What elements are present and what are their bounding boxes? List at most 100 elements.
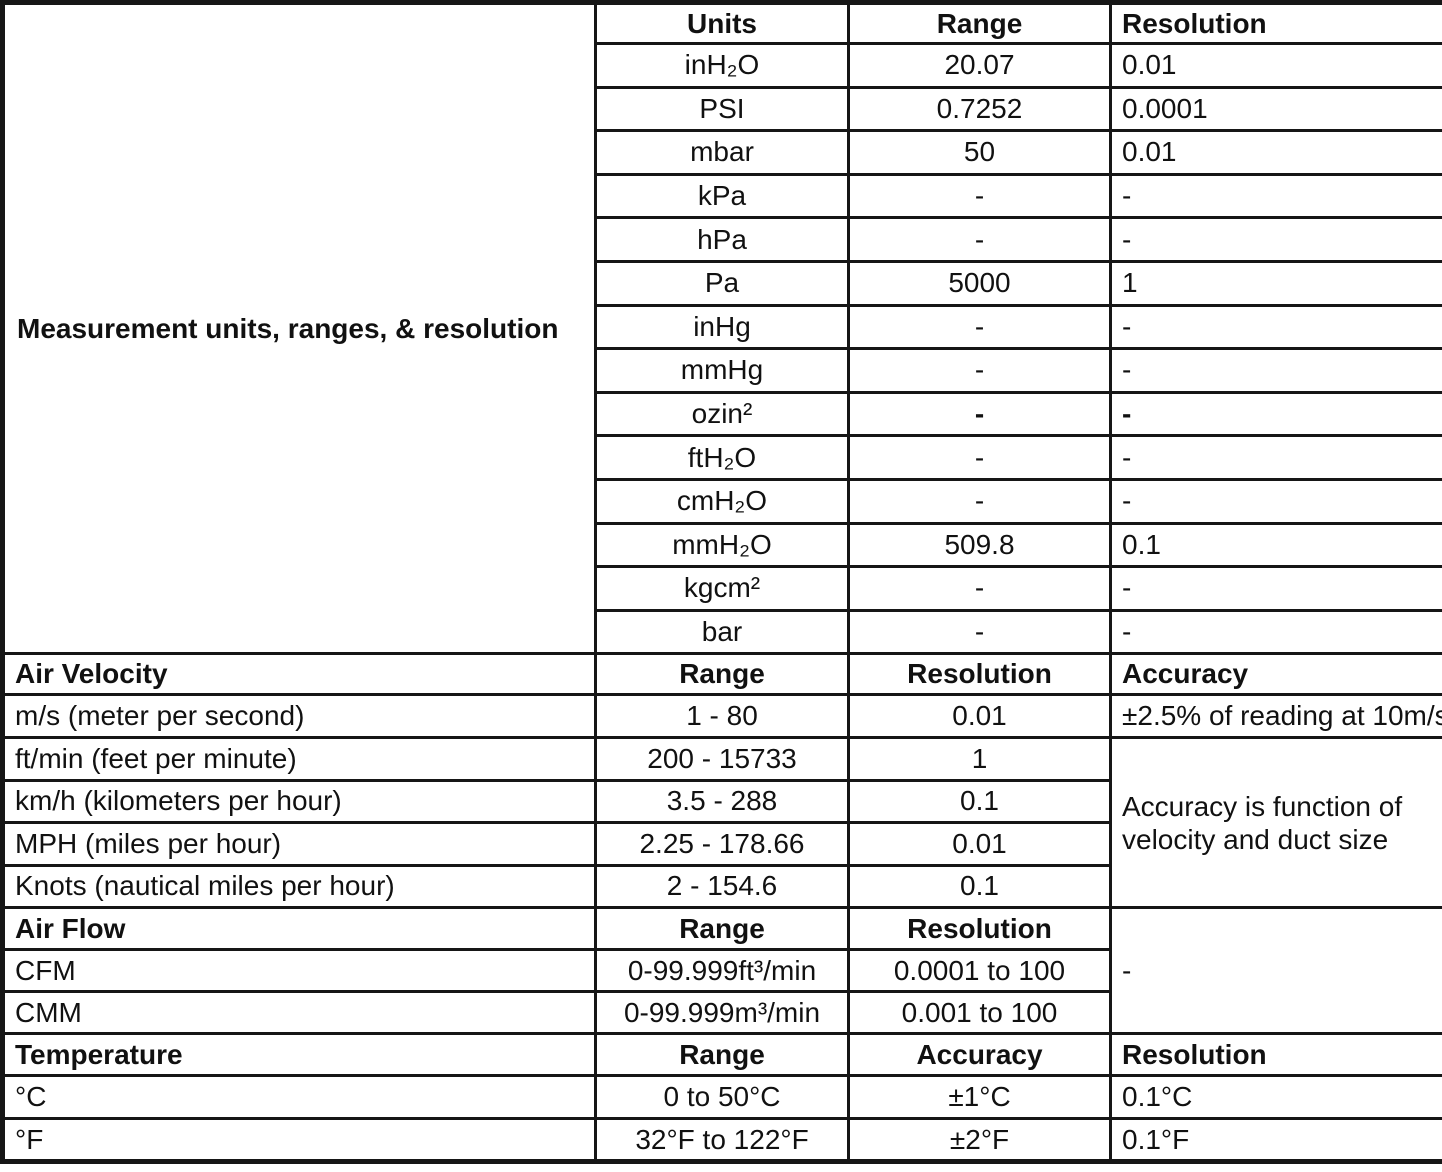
range-cell: 32°F to 122°F: [594, 1117, 850, 1164]
resolution-cell: -: [1109, 172, 1442, 220]
table-row: kPa - -: [3, 172, 1442, 220]
range-cell: 200 - 15733: [594, 735, 850, 782]
range-cell: -: [847, 172, 1112, 220]
table-row: CFM 0-99.999ft³/min 0.0001 to 100: [1, 948, 1442, 994]
unit-cell: PSI: [594, 85, 850, 133]
resolution-cell: -: [1109, 303, 1442, 351]
range-cell: 509.8: [847, 521, 1112, 569]
column-header-accuracy: Accuracy: [847, 1032, 1112, 1078]
accuracy-merged-cell: Accuracy is function of velocity and duc…: [1109, 735, 1442, 910]
table-row: °F 32°F to 122°F ±2°F 0.1°F: [1, 1117, 1442, 1164]
resolution-cell: 1: [1109, 259, 1442, 307]
velocity-unit-cell: km/h (kilometers per hour): [1, 778, 597, 825]
unit-cell: inH₂O: [594, 42, 850, 89]
range-cell: 0-99.999ft³/min: [594, 948, 850, 994]
air-velocity-section-label: Air Velocity: [1, 652, 597, 697]
air-flow-section-label: Air Flow: [1, 906, 597, 952]
velocity-unit-cell: ft/min (feet per minute): [1, 735, 597, 782]
unit-cell: Pa: [594, 259, 850, 307]
range-cell: 50: [847, 129, 1112, 176]
range-cell: -: [847, 608, 1112, 656]
range-cell: -: [847, 434, 1112, 481]
resolution-cell: 0.1°C: [1109, 1074, 1442, 1121]
range-cell: -: [847, 565, 1112, 612]
column-header-accuracy: Accuracy: [1109, 652, 1442, 697]
accuracy-cell: ±2°F: [847, 1117, 1112, 1164]
table-row: bar - -: [3, 608, 1442, 656]
range-cell: 0 to 50°C: [594, 1074, 850, 1121]
flow-unit-cell: CMM: [1, 990, 597, 1036]
unit-cell: kPa: [594, 172, 850, 220]
resolution-cell: 0.01: [847, 821, 1112, 867]
table-row: ozin² - -: [3, 390, 1442, 438]
range-cell: -: [847, 390, 1112, 438]
velocity-unit-cell: m/s (meter per second): [1, 693, 597, 739]
table-row: mbar 50 0.01: [3, 129, 1442, 176]
table-row: Knots (nautical miles per hour) 2 - 154.…: [1, 863, 1442, 910]
table-row: mmHg - -: [3, 347, 1442, 394]
resolution-cell: 0.0001: [1109, 85, 1442, 133]
range-cell: -: [847, 216, 1112, 263]
unit-cell: ftH₂O: [594, 434, 850, 481]
table-row: Air Velocity Range Resolution Accuracy: [1, 652, 1442, 697]
unit-cell: kgcm²: [594, 565, 850, 612]
range-cell: 0-99.999m³/min: [594, 990, 850, 1036]
resolution-cell: 1: [847, 735, 1112, 782]
table-row: °C 0 to 50°C ±1°C 0.1°C: [1, 1074, 1442, 1121]
resolution-cell: 0.1°F: [1109, 1117, 1442, 1164]
table-row: PSI 0.7252 0.0001: [3, 85, 1442, 133]
accuracy-cell: ±2.5% of reading at 10m/s: [1109, 693, 1442, 739]
range-cell: 1 - 80: [594, 693, 850, 739]
resolution-cell: -: [1109, 477, 1442, 525]
column-header-resolution: Resolution: [847, 906, 1112, 952]
unit-cell: cmH₂O: [594, 477, 850, 525]
resolution-cell: -: [1109, 216, 1442, 263]
resolution-cell: -: [1109, 608, 1442, 656]
resolution-cell: 0.1: [847, 863, 1112, 910]
table-row: km/h (kilometers per hour) 3.5 - 288 0.1: [1, 778, 1442, 825]
table-row: CMM 0-99.999m³/min 0.001 to 100: [1, 990, 1442, 1036]
range-cell: 2.25 - 178.66: [594, 821, 850, 867]
range-cell: -: [847, 303, 1112, 351]
unit-cell: mmH₂O: [594, 521, 850, 569]
range-cell: -: [847, 477, 1112, 525]
resolution-cell: -: [1109, 390, 1442, 438]
resolution-cell: 0.0001 to 100: [847, 948, 1112, 994]
table-row: ftH₂O - -: [3, 434, 1442, 481]
accuracy-cell: ±1°C: [847, 1074, 1112, 1121]
table-row: m/s (meter per second) 1 - 80 0.01 ±2.5%…: [1, 693, 1442, 739]
accuracy-merged-cell: -: [1109, 906, 1442, 1036]
resolution-cell: 0.01: [1109, 129, 1442, 176]
table-row: inHg - -: [3, 303, 1442, 351]
column-header-range: Range: [594, 652, 850, 697]
resolution-cell: 0.01: [1109, 42, 1442, 89]
temperature-section-label: Temperature: [1, 1032, 597, 1078]
measurement-section-label: Measurement units, ranges, & resolution: [1, 0, 597, 656]
resolution-cell: -: [1109, 565, 1442, 612]
velocity-unit-cell: Knots (nautical miles per hour): [1, 863, 597, 910]
resolution-cell: 0.001 to 100: [847, 990, 1112, 1036]
column-header-range: Range: [594, 1032, 850, 1078]
resolution-cell: -: [1109, 347, 1442, 394]
column-header-resolution: Resolution: [1109, 1, 1442, 45]
table-row: inH₂O 20.07 0.01: [3, 42, 1442, 89]
table-row: hPa - -: [3, 216, 1442, 263]
column-header-range: Range: [594, 906, 850, 952]
unit-cell: ozin²: [594, 390, 850, 438]
range-cell: 20.07: [847, 42, 1112, 89]
unit-cell: bar: [594, 608, 850, 656]
resolution-cell: 0.1: [1109, 521, 1442, 569]
table-row: mmH₂O 509.8 0.1: [3, 521, 1442, 569]
temperature-unit-cell: °F: [1, 1117, 597, 1164]
table-row: kgcm² - -: [3, 565, 1442, 612]
unit-cell: hPa: [594, 216, 850, 263]
table-row: Air Flow Range Resolution -: [1, 906, 1442, 1036]
column-header-range: Range: [847, 1, 1112, 45]
table-row: Pa 5000 1: [3, 259, 1442, 307]
unit-cell: mbar: [594, 129, 850, 176]
column-header-resolution: Resolution: [1109, 1032, 1442, 1078]
range-cell: 2 - 154.6: [594, 863, 850, 910]
table-row: cmH₂O - -: [3, 477, 1442, 525]
resolution-cell: 0.1: [847, 778, 1112, 825]
